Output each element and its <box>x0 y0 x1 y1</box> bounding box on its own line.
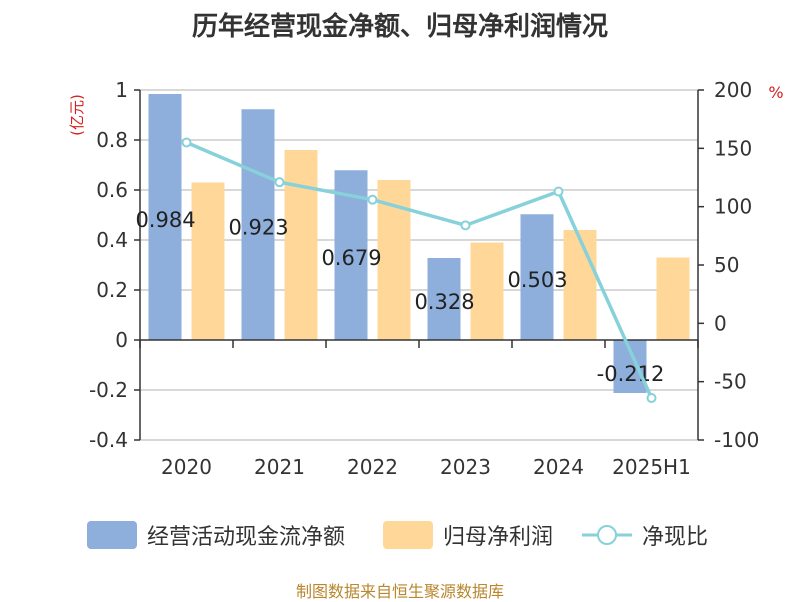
bar-cashflow <box>241 109 275 340</box>
left-axis-unit: (亿元) <box>68 94 86 136</box>
bar-data-label: 0.923 <box>228 216 288 240</box>
x-axis-tick-label: 2022 <box>347 455 398 479</box>
left-axis-tick-label: 1 <box>115 78 128 102</box>
legend-item-profit[interactable]: 归母净利润 <box>383 517 553 553</box>
legend-swatch-profit <box>383 521 433 549</box>
left-axis-tick-label: -0.4 <box>89 428 128 452</box>
bar-profit <box>470 242 504 340</box>
bar-data-label: 0.328 <box>414 290 474 314</box>
right-axis-tick-label: 200 <box>714 78 752 102</box>
right-axis-tick-label: 0 <box>714 311 727 335</box>
legend-item-cashflow[interactable]: 经营活动现金流净额 <box>87 517 345 553</box>
right-axis-tick-label: 50 <box>714 253 739 277</box>
left-axis-tick-label: 0.6 <box>96 178 128 202</box>
line-point-ratio <box>553 186 564 197</box>
left-axis-tick-label: 0.2 <box>96 278 128 302</box>
legend-item-ratio[interactable]: 净现比 <box>582 517 708 553</box>
left-axis-tick-label: -0.2 <box>89 378 128 402</box>
line-point-ratio <box>646 393 657 403</box>
legend-marker-ratio <box>597 525 617 545</box>
bar-profit <box>191 182 225 340</box>
legend-label-profit: 归母净利润 <box>443 525 554 550</box>
right-axis-tick-label: -50 <box>714 370 747 394</box>
bar-profit <box>563 230 597 340</box>
bar-profit <box>284 150 318 340</box>
line-ratio <box>185 140 654 399</box>
legend-swatch-ratio <box>582 525 632 545</box>
right-axis-tick-label: 100 <box>714 195 752 219</box>
bar-data-label: 0.984 <box>135 208 195 232</box>
left-axis-tick-label: 0 <box>115 328 128 352</box>
legend: 经营活动现金流净额 归母净利润 净现比 <box>0 517 800 553</box>
x-axis-tick-label: 2020 <box>161 455 212 479</box>
x-axis-tick-label: 2023 <box>440 455 491 479</box>
bar-profit <box>656 257 690 340</box>
line-point-ratio <box>274 177 285 188</box>
chart-title: 历年经营现金净额、归母净利润情况 <box>191 12 608 42</box>
bar-cashflow <box>148 94 182 340</box>
line-point-ratio <box>367 194 378 205</box>
left-axis-tick-label: 0.4 <box>96 228 128 252</box>
line-point-ratio <box>460 220 471 231</box>
x-axis-tick-label: 2025H1 <box>612 455 691 479</box>
legend-label-cashflow: 经营活动现金流净额 <box>147 525 346 550</box>
legend-swatch-cashflow <box>87 521 137 549</box>
right-axis-unit: % <box>768 83 783 102</box>
left-axis-tick-label: 0.8 <box>96 128 128 152</box>
bar-cashflow <box>520 214 554 340</box>
source-note: 制图数据来自恒生聚源数据库 <box>295 582 504 601</box>
x-axis-tick-label: 2021 <box>254 455 305 479</box>
right-axis-tick-label: 150 <box>714 136 752 160</box>
line-point-ratio <box>181 137 192 148</box>
bar-cashflow <box>427 258 461 340</box>
legend-label-ratio: 净现比 <box>642 525 709 550</box>
x-axis-tick-label: 2024 <box>533 455 584 479</box>
bar-data-label: 0.679 <box>321 246 381 270</box>
bar-data-label: 0.503 <box>507 268 567 292</box>
right-axis-tick-label: -100 <box>714 428 759 452</box>
bar-data-label: -0.212 <box>597 362 665 386</box>
